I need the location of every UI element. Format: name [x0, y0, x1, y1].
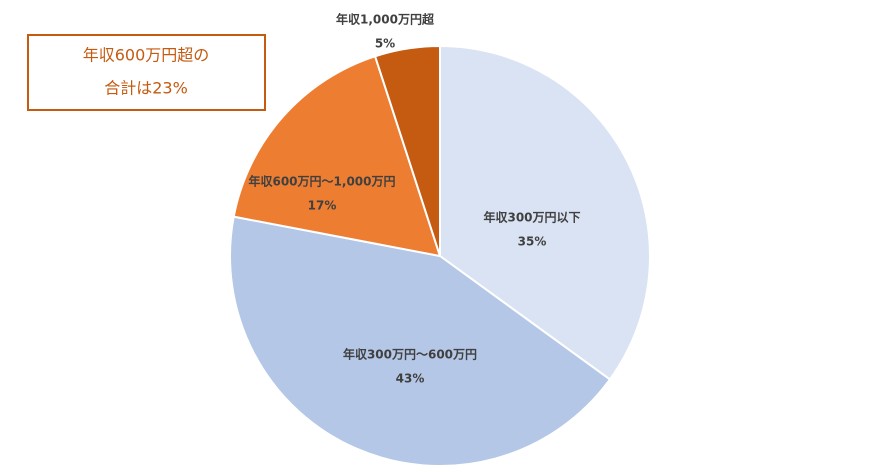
slice-label: 年収300万円～600万円 [343, 347, 477, 362]
annotation-line: 年収600万円超の [83, 46, 210, 65]
slice-value-label: 17% [308, 199, 337, 213]
slice-value-label: 43% [396, 372, 425, 386]
pie-slice [229, 215, 612, 467]
annotation-box [27, 34, 266, 111]
pie-slice [373, 44, 441, 257]
slice-label: 年収600万円～1,000万円 [248, 174, 395, 189]
slice-label: 年収300万円以下 [483, 210, 580, 225]
pie-slice [439, 44, 651, 381]
slice-value-label: 35% [518, 235, 547, 249]
pie-slice [232, 55, 442, 258]
annotation-line: 合計は23% [104, 79, 188, 98]
slice-label: 年収1,000万円超 [336, 12, 435, 27]
slice-value-label: 5% [375, 37, 395, 51]
